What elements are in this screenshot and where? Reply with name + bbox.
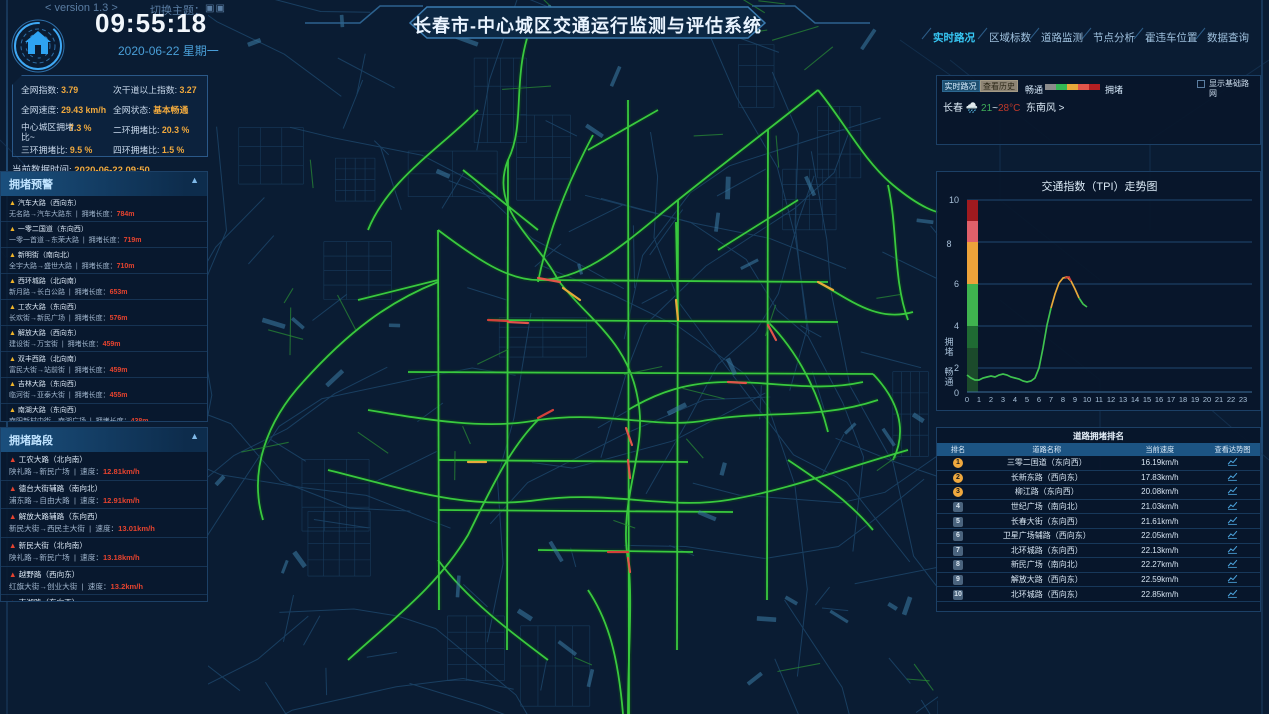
svg-text:23: 23	[1239, 395, 1247, 404]
svg-text:5: 5	[1025, 395, 1029, 404]
svg-text:21: 21	[1215, 395, 1223, 404]
svg-text:12: 12	[1107, 395, 1115, 404]
svg-text:8: 8	[1061, 395, 1065, 404]
svg-text:8: 8	[946, 239, 951, 249]
svg-text:20: 20	[1203, 395, 1211, 404]
svg-text:14: 14	[1131, 395, 1139, 404]
svg-text:0: 0	[965, 395, 969, 404]
svg-text:11: 11	[1095, 395, 1103, 404]
svg-text:4: 4	[1013, 395, 1017, 404]
svg-text:10: 10	[1083, 395, 1091, 404]
svg-text:18: 18	[1179, 395, 1187, 404]
svg-text:0: 0	[954, 388, 959, 398]
svg-text:17: 17	[1167, 395, 1175, 404]
svg-text:6: 6	[954, 279, 959, 289]
svg-text:2: 2	[954, 363, 959, 373]
svg-text:2: 2	[989, 395, 993, 404]
svg-text:19: 19	[1191, 395, 1199, 404]
svg-text:4: 4	[954, 321, 959, 331]
svg-text:畅通: 畅通	[944, 366, 953, 387]
svg-text:16: 16	[1155, 395, 1163, 404]
svg-text:15: 15	[1143, 395, 1151, 404]
svg-text:7: 7	[1049, 395, 1053, 404]
svg-text:1: 1	[977, 395, 981, 404]
svg-text:3: 3	[1001, 395, 1005, 404]
svg-text:10: 10	[949, 195, 959, 205]
svg-text:拥堵: 拥堵	[944, 336, 953, 357]
svg-text:6: 6	[1037, 395, 1041, 404]
svg-text:22: 22	[1227, 395, 1235, 404]
svg-text:9: 9	[1073, 395, 1077, 404]
svg-text:13: 13	[1119, 395, 1127, 404]
